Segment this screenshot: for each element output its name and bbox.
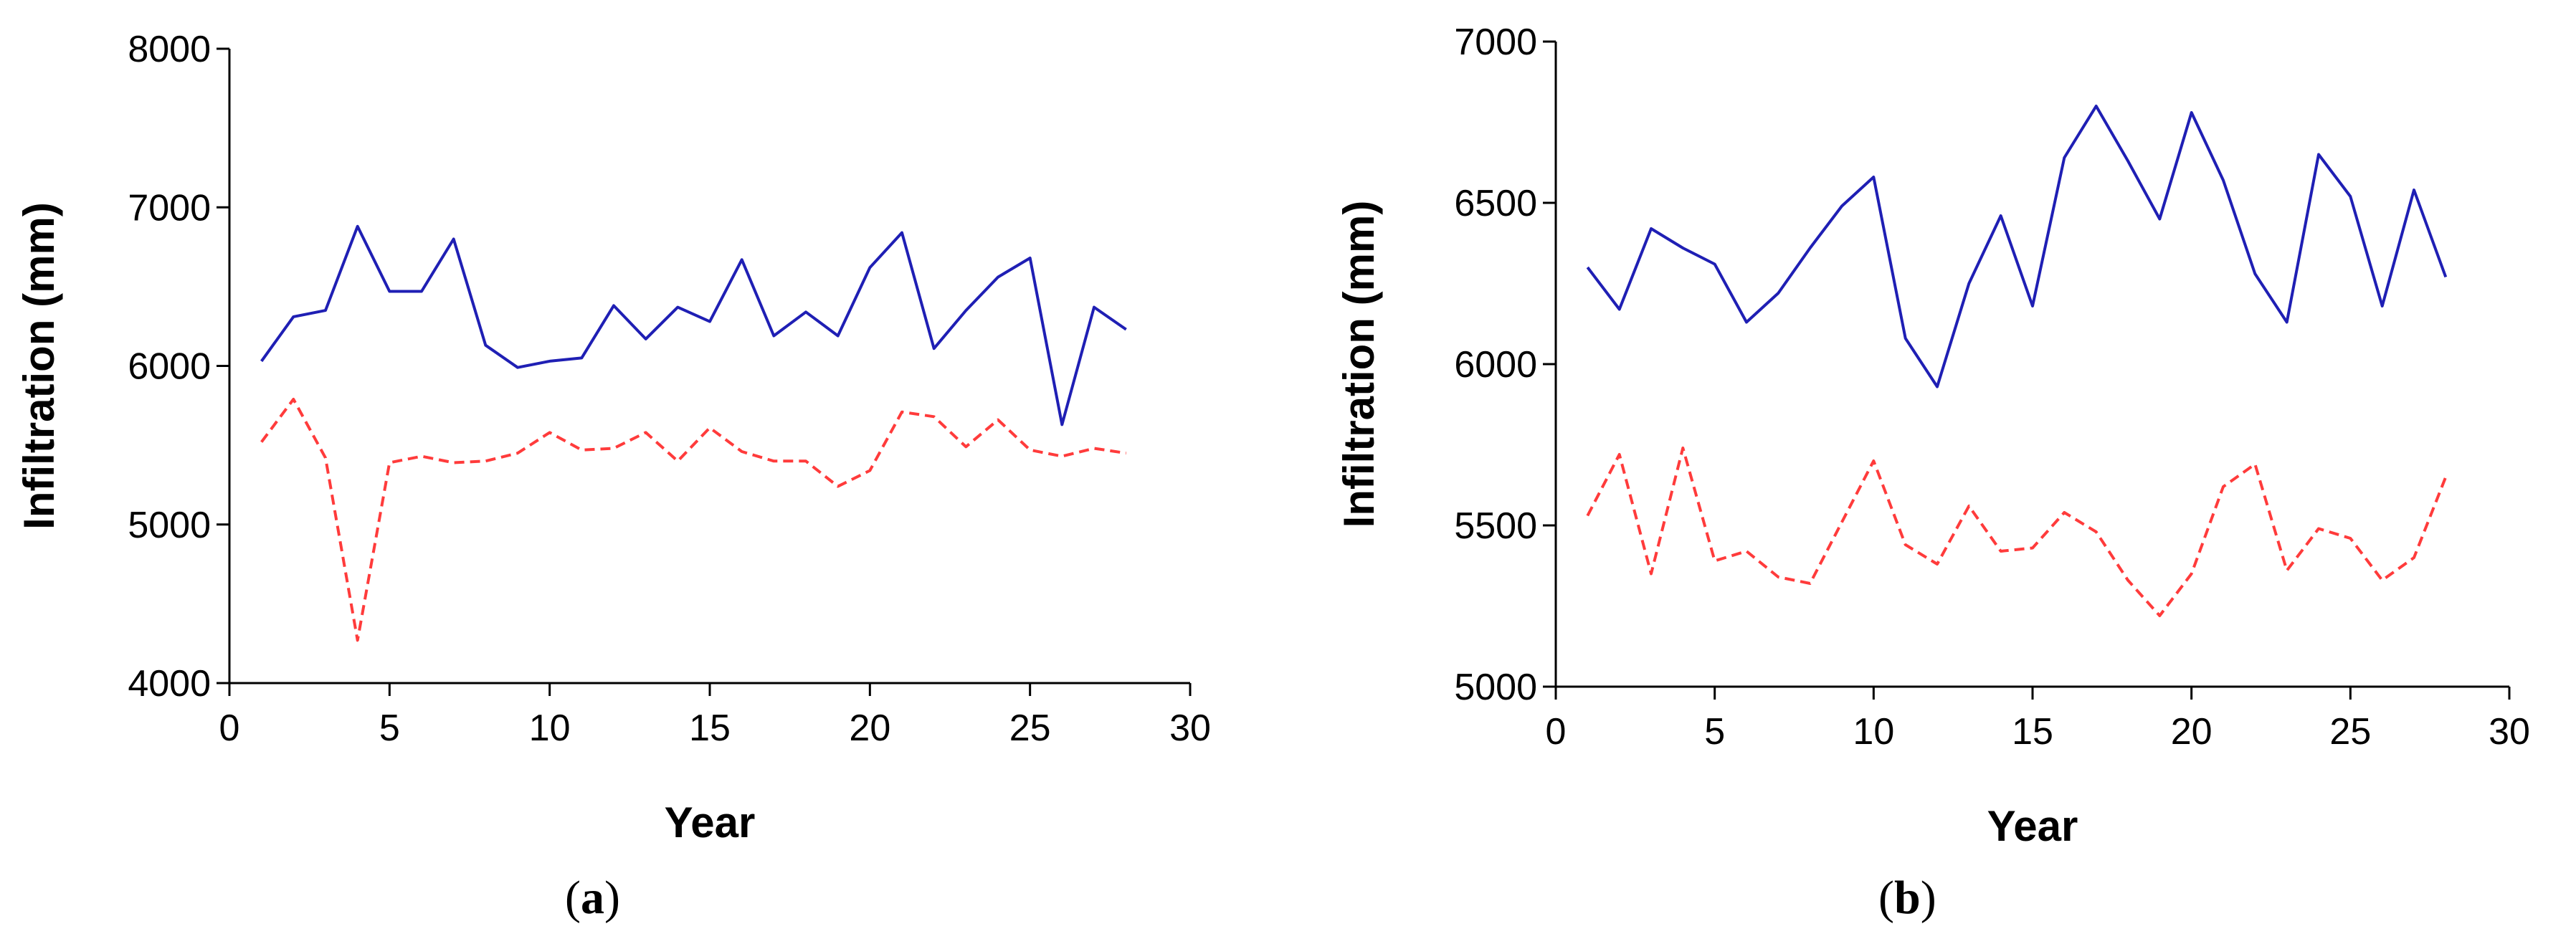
y-tick-label: 4000: [128, 663, 211, 705]
y-tick-label: 7000: [128, 187, 211, 229]
x-tick-label: 0: [1546, 711, 1567, 753]
y-tick-label: 6000: [1454, 344, 1537, 386]
x-tick-label: 10: [1853, 711, 1894, 753]
series-line-solid: [260, 224, 1127, 426]
x-tick-label: 30: [2489, 711, 2530, 753]
y-tick-label: 6500: [1454, 183, 1537, 224]
x-tick-label: 20: [849, 707, 890, 749]
series-line-solid: [1586, 105, 2448, 388]
y-tick-label: 5000: [128, 505, 211, 546]
series-line-dashed: [1586, 447, 2448, 617]
x-axis-title: Year: [665, 798, 756, 847]
x-tick-label: 20: [2171, 711, 2213, 753]
series-line-dashed: [260, 398, 1126, 642]
x-tick-label: 0: [219, 707, 240, 749]
y-tick-label: 8000: [128, 29, 211, 70]
chart-a: 4000 5000 6000 7000 8000 0 5 10 15 20 25 30 Year Infi…: [15, 29, 1211, 847]
y-tick-label: 7000: [1454, 22, 1537, 63]
y-tick-label: 5000: [1454, 667, 1537, 708]
x-tick-label: 15: [2012, 711, 2053, 753]
x-tick-label: 5: [379, 707, 400, 749]
x-tick-label: 10: [529, 707, 571, 749]
x-tick-label: 30: [1169, 707, 1211, 749]
x-axis-title: Year: [1987, 802, 2078, 850]
y-axis-title: Infiltration (mm): [15, 202, 63, 530]
y-axis-title: Infiltration (mm): [1335, 201, 1383, 528]
chart-b: 5000 5500 6000 6500 7000 0 5 10 15 20 25 30 Year Infi…: [1335, 22, 2530, 850]
y-tick-label: 6000: [128, 346, 211, 388]
panel-label-b: (b): [1878, 872, 1936, 924]
panel-label-a: (a): [565, 872, 620, 924]
y-tick-label: 5500: [1454, 505, 1537, 547]
x-tick-label: 15: [689, 707, 731, 749]
x-tick-label: 5: [1704, 711, 1725, 753]
x-tick-label: 25: [2329, 711, 2371, 753]
x-tick-label: 25: [1009, 707, 1051, 749]
